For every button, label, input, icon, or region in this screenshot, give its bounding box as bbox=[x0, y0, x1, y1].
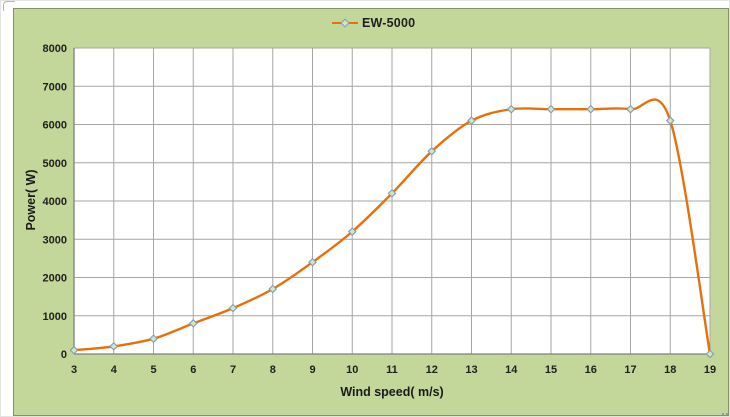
y-tick-label: 3000 bbox=[43, 234, 67, 246]
data-point-marker bbox=[626, 104, 635, 114]
x-tick-label: 10 bbox=[346, 364, 358, 376]
y-tick-label: 5000 bbox=[43, 158, 67, 170]
selection-corner-icon bbox=[3, 1, 15, 11]
legend: EW-5000 bbox=[332, 14, 415, 32]
data-point-marker bbox=[268, 284, 278, 294]
x-tick-label: 3 bbox=[71, 364, 77, 376]
x-tick-label: 17 bbox=[624, 364, 636, 376]
data-point-marker bbox=[467, 116, 476, 126]
x-tick-label: 13 bbox=[465, 364, 477, 376]
y-tick-label: 0 bbox=[61, 349, 67, 361]
data-point-marker bbox=[347, 227, 357, 236]
resize-handle-icon bbox=[722, 410, 728, 415]
data-point-marker bbox=[546, 104, 556, 114]
x-tick-label: 11 bbox=[386, 364, 398, 376]
y-tick-label: 7000 bbox=[43, 81, 67, 93]
x-tick-label: 5 bbox=[150, 364, 156, 376]
data-point-marker bbox=[228, 303, 238, 313]
y-tick-label: 2000 bbox=[43, 273, 67, 285]
x-tick-label: 18 bbox=[664, 364, 676, 376]
data-point-marker bbox=[506, 104, 516, 114]
x-tick-label: 19 bbox=[704, 364, 716, 376]
data-point-marker bbox=[427, 146, 437, 156]
x-tick-label: 15 bbox=[545, 364, 557, 376]
legend-line-marker-icon bbox=[332, 18, 358, 28]
data-point-marker bbox=[705, 349, 715, 359]
plot-area: 3 4 5 6 7 8 9 10 11 12 13 14 15 16 17 18 19 0 1000 2000 3000… bbox=[43, 43, 717, 376]
x-axis-title: Wind speed( m/s) bbox=[340, 385, 444, 399]
y-tick-label: 6000 bbox=[43, 120, 67, 132]
data-point-marker bbox=[308, 257, 317, 267]
data-point-marker bbox=[188, 319, 198, 328]
data-point-marker bbox=[149, 334, 158, 344]
x-tick-label: 7 bbox=[230, 364, 236, 376]
x-tick-label: 12 bbox=[426, 364, 438, 376]
x-tick-label: 6 bbox=[190, 364, 196, 376]
data-point-marker bbox=[586, 104, 596, 114]
data-point-marker bbox=[387, 188, 397, 198]
x-tick-label: 16 bbox=[585, 364, 597, 376]
data-point-marker bbox=[665, 116, 675, 126]
x-tick-label: 4 bbox=[111, 364, 118, 376]
x-tick-label: 9 bbox=[309, 364, 315, 376]
y-tick-label: 1000 bbox=[43, 311, 67, 323]
y-tick-label: 4000 bbox=[43, 196, 67, 208]
legend-label: EW-5000 bbox=[362, 16, 416, 30]
chart-area: EW-5000 3 4 5 6 7 8 9 10 11 12 13 14 15 16 17 18 19 0 1000… bbox=[13, 8, 729, 416]
x-tick-label: 8 bbox=[270, 364, 276, 376]
y-axis-title: Power( W) bbox=[24, 169, 38, 231]
data-point-marker bbox=[109, 341, 119, 351]
data-point-marker bbox=[69, 345, 79, 355]
y-tick-label: 8000 bbox=[43, 43, 67, 55]
x-tick-label: 14 bbox=[505, 364, 518, 376]
